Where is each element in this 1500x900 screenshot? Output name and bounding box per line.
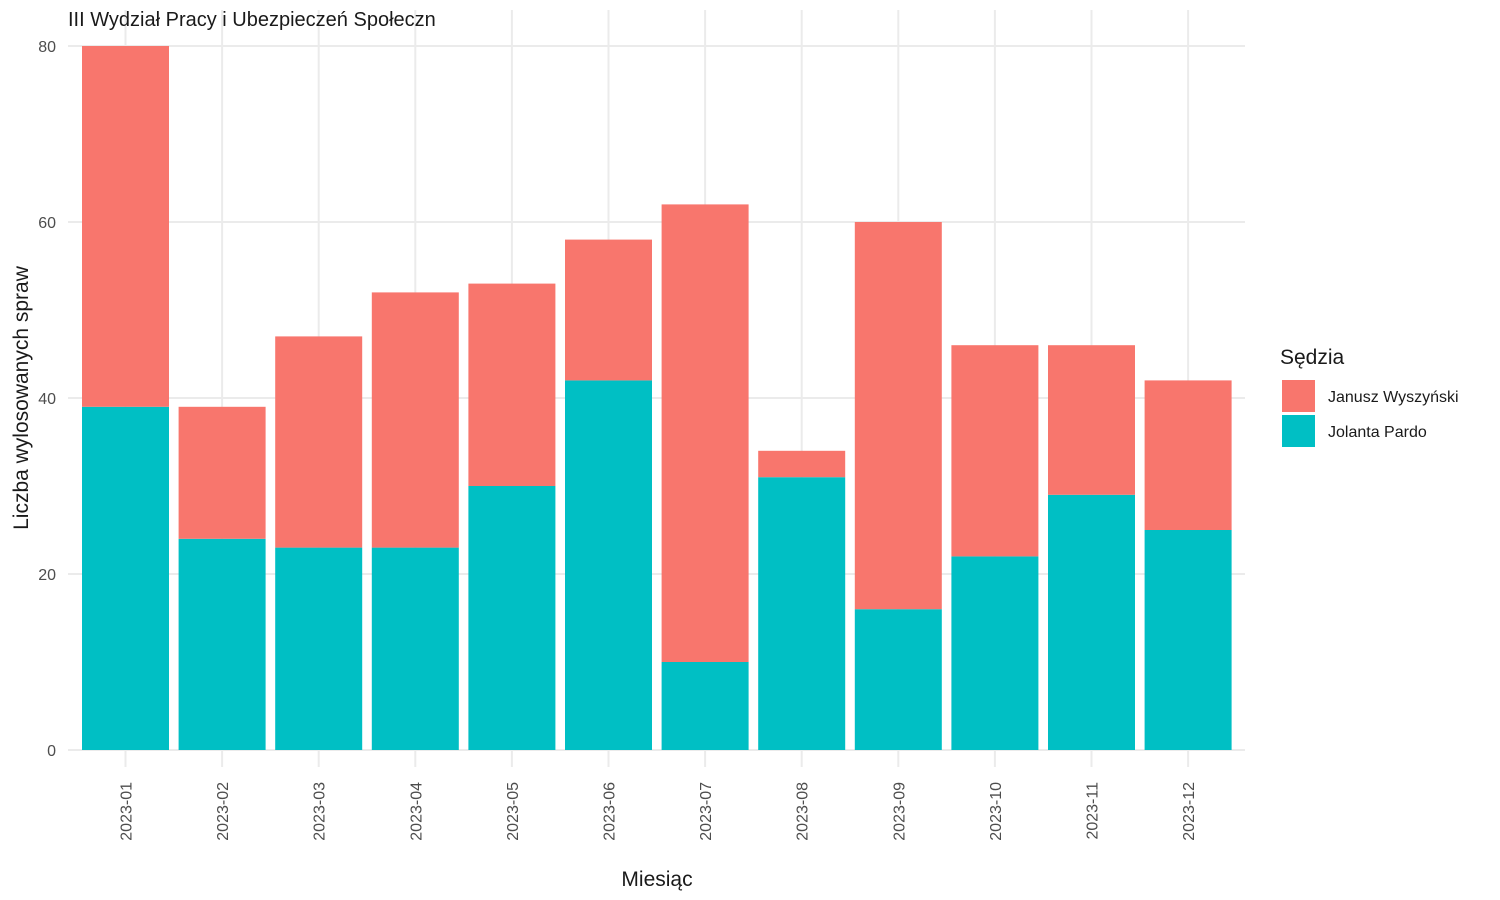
legend-title: Sędzia (1280, 346, 1345, 369)
y-tick-label: 20 (38, 567, 56, 584)
bar-jolanta-pardo-2023-04 (371, 547, 459, 750)
legend-label: Janusz Wyszyński (1328, 389, 1459, 406)
bar-janusz-wyszy-ski-2023-09 (854, 222, 942, 610)
bar-janusz-wyszy-ski-2023-02 (178, 406, 266, 539)
bar-janusz-wyszy-ski-2023-03 (275, 336, 363, 548)
y-axis-title: Liczba wylosowanych spraw (10, 265, 33, 530)
x-tick-label: 2023-12 (1181, 782, 1198, 841)
x-tick-label: 2023-01 (119, 782, 136, 841)
x-axis-title: Miesiąc (621, 868, 692, 891)
legend-swatch (1282, 415, 1315, 447)
chart-title: III Wydział Pracy i Ubezpieczeń Społeczn (68, 9, 436, 31)
x-tick-label: 2023-03 (312, 782, 329, 841)
bar-jolanta-pardo-2023-03 (275, 547, 363, 750)
bar-jolanta-pardo-2023-05 (468, 486, 556, 750)
y-tick-label: 80 (38, 39, 56, 56)
y-tick-label: 60 (38, 215, 56, 232)
x-tick-label: 2023-07 (698, 782, 715, 841)
bar-jolanta-pardo-2023-11 (1048, 494, 1135, 750)
y-tick-label: 0 (47, 743, 56, 760)
legend: Sędzia Janusz Wyszyński Jolanta Pardo (1280, 346, 1459, 447)
legend-label: Jolanta Pardo (1328, 424, 1427, 441)
x-tick-label: 2023-02 (215, 782, 232, 841)
x-tick-label: 2023-09 (891, 782, 908, 841)
bar-janusz-wyszy-ski-2023-04 (371, 292, 459, 548)
y-tick-label: 40 (38, 391, 56, 408)
x-tick-label: 2023-04 (408, 782, 425, 841)
bar-janusz-wyszy-ski-2023-05 (468, 283, 556, 486)
bar-jolanta-pardo-2023-12 (1144, 530, 1232, 750)
x-tick-label: 2023-05 (505, 782, 522, 841)
bar-jolanta-pardo-2023-10 (951, 556, 1039, 750)
legend-items: Janusz Wyszyński Jolanta Pardo (1282, 380, 1459, 447)
bar-janusz-wyszy-ski-2023-06 (565, 239, 652, 381)
bar-janusz-wyszy-ski-2023-08 (758, 450, 846, 478)
legend-swatch (1282, 380, 1315, 412)
bar-janusz-wyszy-ski-2023-10 (951, 345, 1039, 557)
bar-jolanta-pardo-2023-07 (661, 662, 749, 750)
bar-jolanta-pardo-2023-09 (854, 609, 942, 750)
x-tick-label: 2023-08 (795, 782, 812, 841)
bar-jolanta-pardo-2023-08 (758, 477, 846, 750)
x-tick-label: 2023-10 (988, 782, 1005, 841)
bar-jolanta-pardo-2023-02 (178, 538, 266, 750)
bar-janusz-wyszy-ski-2023-01 (82, 46, 169, 407)
bar-jolanta-pardo-2023-06 (565, 380, 652, 750)
y-axis-ticks: 0 20 40 60 80 (38, 39, 56, 760)
x-axis-ticks: 2023-01 2023-02 2023-03 2023-04 2023-05 2023-… (119, 782, 1199, 841)
bar-janusz-wyszy-ski-2023-12 (1144, 380, 1232, 530)
bar-janusz-wyszy-ski-2023-11 (1048, 345, 1135, 495)
bar-jolanta-pardo-2023-01 (82, 406, 169, 750)
bars (82, 46, 1232, 750)
x-tick-label: 2023-11 (1085, 782, 1102, 840)
bar-janusz-wyszy-ski-2023-07 (661, 204, 749, 662)
x-tick-label: 2023-06 (602, 782, 619, 841)
